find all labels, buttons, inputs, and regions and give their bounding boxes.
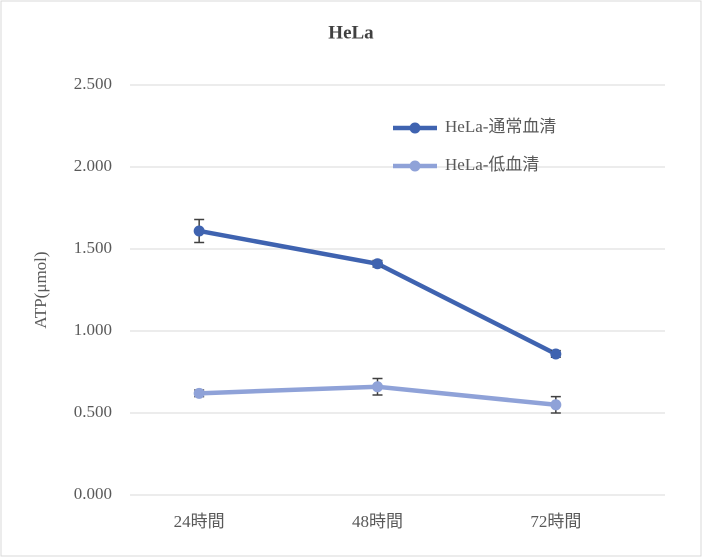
data-point: [372, 258, 383, 270]
x-tick-label: 72時間: [530, 512, 581, 531]
y-tick-label: 1.000: [74, 320, 112, 339]
x-tick-label: 48時間: [352, 512, 403, 531]
y-tick-label: 0.000: [74, 484, 112, 503]
legend-label: HeLa-通常血清: [445, 117, 556, 136]
y-axis-label: ATP(μmol): [31, 251, 50, 328]
data-point: [550, 348, 562, 360]
data-point: [193, 387, 205, 399]
y-tick-label: 2.500: [74, 74, 112, 93]
legend-marker: [409, 122, 421, 134]
x-tick-label: 24時間: [174, 512, 225, 531]
data-point: [372, 381, 383, 393]
legend-label: HeLa-低血清: [445, 155, 539, 174]
y-tick-label: 1.500: [74, 238, 112, 257]
y-tick-label: 2.000: [74, 156, 112, 175]
data-point: [550, 399, 562, 411]
data-point: [193, 225, 205, 237]
chart-title: HeLa: [328, 22, 374, 43]
y-tick-label: 0.500: [74, 402, 112, 421]
legend-marker: [409, 160, 421, 172]
